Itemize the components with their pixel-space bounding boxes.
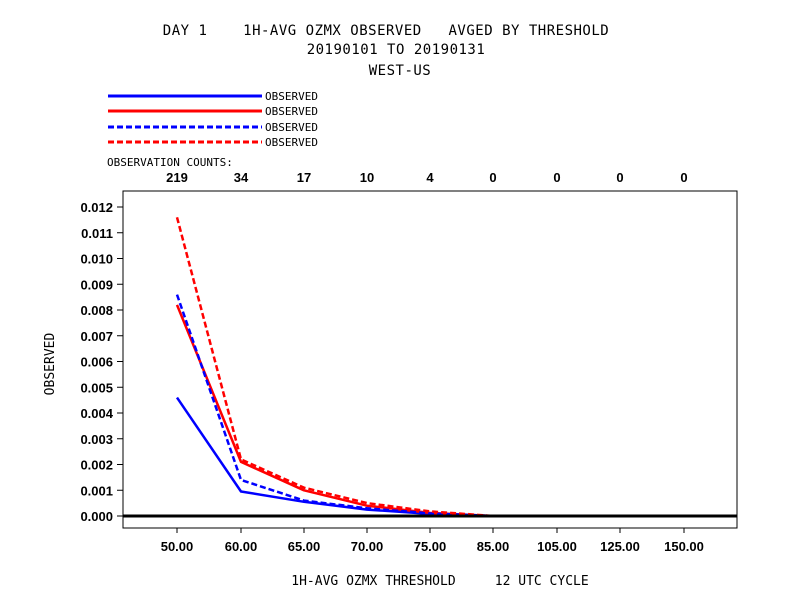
x-tick-label: 105.00 [537, 539, 577, 554]
y-tick-label: 0.006 [80, 355, 113, 370]
x-tick-label: 65.00 [288, 539, 321, 554]
x-tick-label: 60.00 [225, 539, 258, 554]
y-tick-label: 0.001 [80, 483, 113, 498]
chart-title-line2: 20190101 TO 20190131 [307, 42, 486, 58]
legend-label-2: OBSERVED [265, 105, 318, 118]
y-tick-label: 0.009 [80, 277, 113, 292]
legend: OBSERVED OBSERVED OBSERVED OBSERVED [108, 90, 318, 149]
x-tick-label: 85.00 [477, 539, 510, 554]
observation-count: 219 [166, 170, 188, 185]
chart-title-line1: DAY 1 1H-AVG OZMX OBSERVED AVGED BY THRE… [163, 23, 609, 39]
observation-count: 0 [680, 170, 687, 185]
observation-counts-label: OBSERVATION COUNTS: [107, 156, 233, 169]
y-tick-label: 0.011 [81, 226, 113, 241]
chart-title-line3: WEST-US [369, 63, 432, 79]
y-tick-label: 0.008 [80, 303, 113, 318]
observation-count: 34 [234, 170, 249, 185]
legend-label-1: OBSERVED [265, 90, 318, 103]
series-group [175, 216, 494, 518]
observation-count: 17 [297, 170, 311, 185]
x-axis: 50.00 60.00 65.00 70.00 75.00 85.00 105.00 125.… [161, 528, 704, 554]
x-tick-label: 150.00 [664, 539, 704, 554]
y-tick-label: 0.007 [80, 329, 113, 344]
x-tick-label: 75.00 [414, 539, 447, 554]
x-tick-label: 50.00 [161, 539, 194, 554]
y-tick-label: 0.003 [80, 432, 113, 447]
y-tick-label: 0.005 [80, 380, 113, 395]
observation-count: 0 [489, 170, 496, 185]
y-tick-label: 0.010 [80, 252, 113, 267]
x-tick-label: 70.00 [351, 539, 384, 554]
y-axis-label: OBSERVED [43, 333, 58, 396]
series-line-4 [175, 216, 494, 518]
x-axis-label: 1H-AVG OZMX THRESHOLD 12 UTC CYCLE [291, 574, 588, 589]
observation-count: 0 [616, 170, 623, 185]
x-tick-label: 125.00 [600, 539, 640, 554]
y-axis: 0.000 0.001 0.002 0.003 0.004 0.005 0.006 0.007… [80, 200, 123, 524]
y-tick-label: 0.012 [80, 200, 113, 215]
y-tick-label: 0.000 [80, 509, 113, 524]
observation-count: 10 [360, 170, 374, 185]
observation-count: 4 [426, 170, 434, 185]
legend-label-4: OBSERVED [265, 136, 318, 149]
observation-counts-row: 219 34 17 10 4 0 0 0 0 [166, 170, 687, 185]
legend-label-3: OBSERVED [265, 121, 318, 134]
series-line-2 [175, 304, 494, 518]
y-tick-label: 0.004 [80, 406, 113, 421]
observation-count: 0 [553, 170, 560, 185]
y-tick-label: 0.002 [80, 458, 113, 473]
series-line-3 [175, 294, 494, 518]
